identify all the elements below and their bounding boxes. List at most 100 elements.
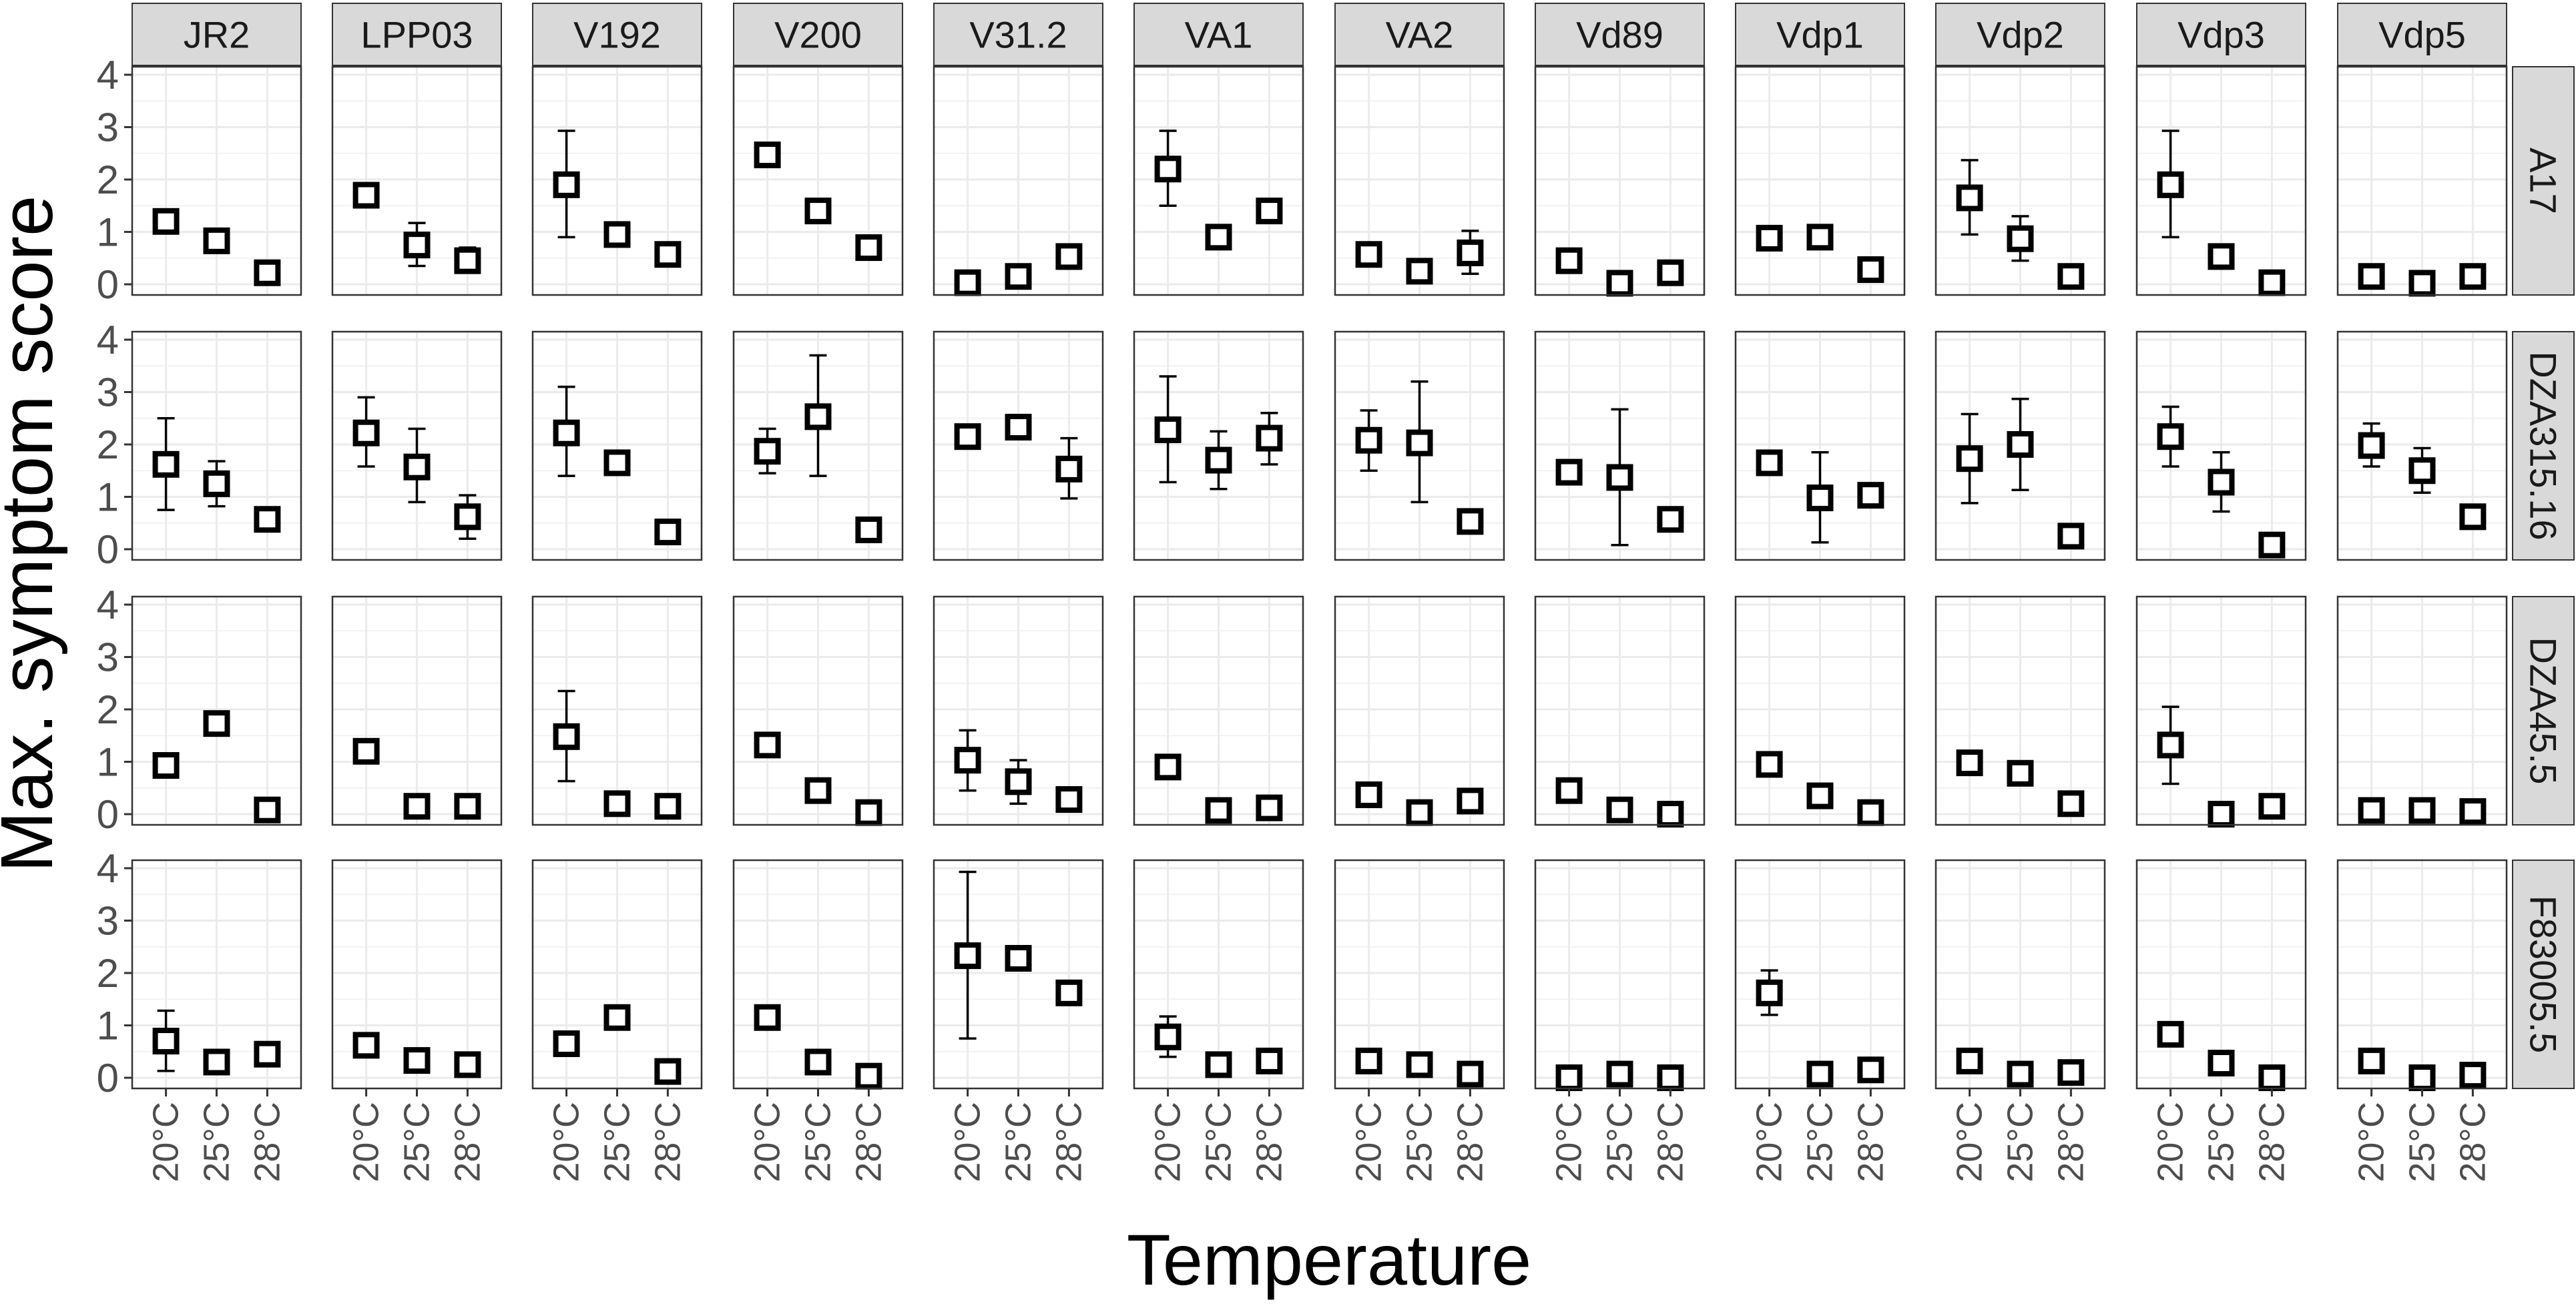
- data-point: [2057, 790, 2085, 817]
- facet-strip-label: DZA45.5: [2523, 637, 2565, 785]
- panel-border: [1935, 330, 2106, 561]
- data-point: [2408, 457, 2436, 484]
- panel-border: [1334, 65, 1505, 296]
- data-point: [152, 1028, 180, 1055]
- facet-strip-column: [332, 3, 502, 66]
- facet-strip-column: [2136, 3, 2306, 66]
- data-point: [152, 450, 180, 478]
- data-point: [654, 519, 682, 546]
- data-point: [1555, 1064, 1583, 1091]
- data-point: [1857, 482, 1884, 509]
- facet-strip-label: Vd89: [1576, 14, 1663, 56]
- data-point: [1555, 777, 1583, 804]
- facet-strip-label: LPP03: [360, 14, 473, 56]
- x-tick-label: 28°C: [1650, 1102, 1690, 1183]
- data-point: [2408, 797, 2436, 824]
- data-point: [2459, 503, 2487, 531]
- x-tick-label: 20°C: [1148, 1102, 1188, 1183]
- facet-strip-column: [1735, 3, 1905, 66]
- data-point: [654, 241, 682, 268]
- data-point: [1154, 155, 1182, 183]
- facet-strip-label: DZA315.16: [2523, 351, 2565, 540]
- data-point: [1005, 768, 1032, 795]
- facet-strip-column: [933, 3, 1103, 66]
- data-point: [1406, 429, 1433, 456]
- data-point: [454, 247, 481, 274]
- facet-strip-column: [1133, 3, 1304, 66]
- data-point: [2208, 243, 2235, 270]
- y-tick-label: 3: [97, 899, 119, 944]
- facet-strip-row: [2512, 860, 2575, 1089]
- data-point: [2459, 798, 2487, 826]
- data-point: [553, 419, 580, 446]
- data-point: [1205, 1051, 1232, 1078]
- x-axis-title: Temperature: [1127, 1219, 1531, 1300]
- x-tick-label: 25°C: [397, 1102, 437, 1183]
- x-tick-label: 28°C: [848, 1102, 888, 1183]
- x-tick-label: 20°C: [547, 1102, 587, 1183]
- panel-border: [2135, 595, 2307, 826]
- data-point: [1956, 1047, 1983, 1074]
- panel-border: [331, 330, 503, 561]
- data-point: [1756, 751, 1783, 778]
- y-tick-label: 2: [97, 422, 119, 467]
- data-point: [1657, 1064, 1684, 1091]
- y-tick-label: 3: [97, 370, 119, 415]
- data-point: [2057, 263, 2085, 290]
- data-point: [203, 470, 230, 497]
- data-point: [754, 438, 781, 465]
- data-point: [654, 793, 682, 820]
- data-point: [2459, 1062, 2487, 1089]
- data-point: [1857, 1056, 1884, 1084]
- x-tick-label: 25°C: [2001, 1102, 2041, 1183]
- data-point: [1756, 224, 1783, 252]
- data-point: [1806, 1060, 1834, 1088]
- y-tick-label: 1: [97, 475, 119, 520]
- panel-border: [1334, 330, 1505, 561]
- panel-border: [1534, 595, 1706, 826]
- data-point: [1205, 224, 1232, 251]
- y-tick-label: 2: [97, 687, 119, 732]
- data-point: [2057, 523, 2085, 550]
- data-point: [954, 269, 981, 296]
- data-point: [152, 208, 180, 235]
- facet-strip-column: [1935, 3, 2105, 66]
- panel-border: [1734, 330, 1906, 561]
- y-tick-label: 2: [97, 157, 119, 202]
- facet-strip-label: Vdp5: [2378, 14, 2466, 56]
- data-point: [1256, 1047, 1283, 1074]
- data-point: [654, 1058, 682, 1085]
- data-point: [1256, 794, 1283, 822]
- data-point: [603, 790, 631, 817]
- data-point: [1806, 484, 1834, 512]
- data-point: [1956, 749, 1983, 777]
- facet-strip-label: VA2: [1386, 14, 1454, 56]
- panel-border: [531, 65, 703, 296]
- panel-border: [1334, 595, 1505, 826]
- data-point: [954, 423, 981, 450]
- data-point: [1606, 796, 1633, 824]
- y-axis-title: Max. symptom score: [0, 196, 68, 873]
- y-tick-label: 0: [97, 792, 119, 837]
- x-tick-label: 28°C: [2252, 1102, 2292, 1183]
- data-point: [1355, 426, 1382, 454]
- data-point: [1606, 1060, 1633, 1088]
- data-point: [2007, 759, 2034, 787]
- data-point: [1806, 224, 1834, 251]
- x-tick-label: 20°C: [346, 1102, 387, 1183]
- data-point: [1457, 1060, 1484, 1088]
- facet-strip-column: [1334, 3, 1505, 66]
- data-point: [2358, 797, 2385, 824]
- panel-border: [531, 595, 703, 826]
- panel-border: [1133, 65, 1304, 296]
- data-point: [2208, 468, 2235, 496]
- data-point: [1355, 1047, 1382, 1074]
- data-point: [1055, 979, 1083, 1006]
- y-tick-label: 1: [97, 210, 119, 255]
- facet-strip-column: [733, 3, 903, 66]
- data-point: [1154, 416, 1182, 444]
- data-point: [2358, 263, 2385, 290]
- x-tick-label: 28°C: [247, 1102, 287, 1183]
- y-tick-label: 3: [97, 105, 119, 150]
- y-tick-label: 0: [97, 527, 119, 572]
